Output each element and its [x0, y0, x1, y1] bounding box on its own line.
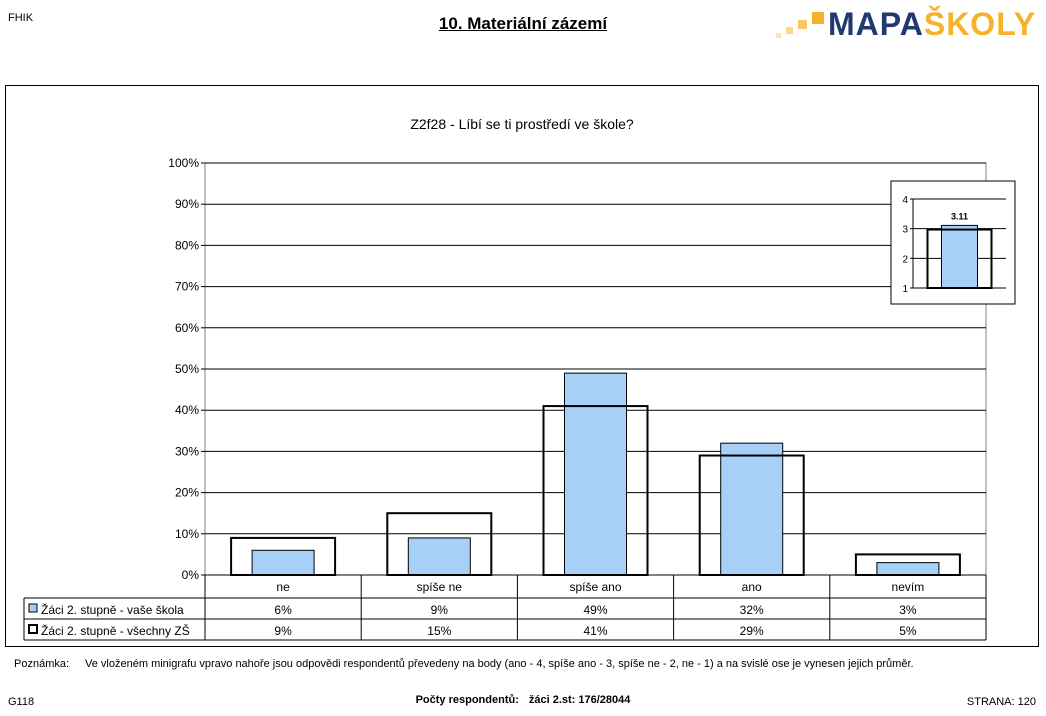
y-tick-label: 20%: [175, 486, 199, 500]
y-tick-label: 30%: [175, 444, 199, 458]
x-category-label: ano: [742, 580, 762, 594]
legend-key-vase-skola: [28, 603, 38, 613]
chart-frame: Z2f28 - Líbí se ti prostředí ve škole? 0%…: [5, 85, 1039, 647]
y-tick-label: 70%: [175, 280, 199, 294]
legend-key-vsechny-zs: [28, 624, 38, 634]
legend-label-vsechny-zs: Žáci 2. stupně - všechny ZŠ: [41, 623, 190, 638]
bar-vase-skola: [876, 562, 940, 576]
table-cell-vsechny-zs: 9%: [274, 624, 292, 638]
logo-text: MAPAŠKOLY: [828, 6, 1036, 42]
note: Poznámka: Ve vloženém minigrafu vpravo na…: [14, 658, 914, 670]
table-cell-vase-skola: 49%: [583, 603, 607, 617]
logo-text-mapa: MAPA: [828, 6, 924, 42]
logo-text-skoly: ŠKOLY: [923, 6, 1037, 42]
page-title: 10. Materiální zázemí: [438, 14, 608, 33]
table-cell-vase-skola: 6%: [274, 603, 292, 617]
respondents-label: Počty respondentů:: [415, 694, 519, 706]
chart-svg: Z2f28 - Líbí se ti prostředí ve škole? 0%…: [23, 116, 1016, 641]
y-tick-label: 50%: [175, 362, 199, 376]
y-tick-label: 60%: [175, 321, 199, 335]
inset-bar-vase-skola: [941, 224, 978, 289]
x-category-label: ne: [276, 580, 290, 594]
logo-square: [786, 27, 793, 34]
y-tick-label: 40%: [175, 403, 199, 417]
y-tick-label: 100%: [168, 156, 199, 170]
inset-y-tick-label: 1: [902, 284, 908, 295]
table-cell-vsechny-zs: 29%: [740, 624, 764, 638]
bar-vase-skola: [720, 442, 784, 576]
inset-y-tick-label: 3: [902, 225, 908, 236]
mapa-skoly-logo: MAPAŠKOLY: [776, 6, 1035, 42]
chart-title: Z2f28 - Líbí se ti prostředí ve škole?: [410, 116, 634, 132]
inset-y-tick-label: 2: [902, 254, 908, 265]
x-category-label: spíše ano: [569, 580, 621, 594]
page-number: STRANA: 120: [966, 696, 1036, 708]
inset-bar-vsechny-zs: [926, 228, 993, 290]
y-tick-label: 0%: [182, 568, 200, 582]
note-label: Poznámka:: [14, 658, 70, 670]
table-cell-vsechny-zs: 15%: [427, 624, 451, 638]
logo-square: [798, 20, 807, 29]
note-text: Ve vloženém minigrafu vpravo nahoře jsou…: [85, 658, 914, 670]
y-tick-label: 90%: [175, 197, 199, 211]
school-code: FHIK: [8, 12, 34, 24]
logo-square: [776, 33, 781, 38]
inset-value-label: 3.11: [951, 211, 968, 221]
x-category-label: spíše ne: [417, 580, 463, 594]
page-code: G118: [8, 696, 35, 708]
respondent-count: Počty respondentů: žáci 2.st: 176/28044: [0, 694, 1046, 706]
x-category-label: nevím: [892, 580, 925, 594]
table-cell-vsechny-zs: 5%: [899, 624, 917, 638]
table-cell-vsechny-zs: 41%: [583, 624, 607, 638]
inset-y-tick-label: 4: [902, 195, 908, 206]
bar-vase-skola: [251, 549, 315, 576]
y-tick-label: 10%: [175, 527, 199, 541]
bar-vase-skola: [407, 537, 471, 576]
legend-label-vase-skola: Žáci 2. stupně - vaše škola: [41, 602, 184, 617]
bar-vase-skola: [564, 372, 627, 576]
y-tick-label: 80%: [175, 238, 199, 252]
table-cell-vase-skola: 9%: [431, 603, 449, 617]
table-cell-vase-skola: 32%: [740, 603, 764, 617]
respondents-value: žáci 2.st: 176/28044: [528, 694, 631, 706]
logo-square: [812, 12, 824, 24]
table-cell-vase-skola: 3%: [899, 603, 917, 617]
